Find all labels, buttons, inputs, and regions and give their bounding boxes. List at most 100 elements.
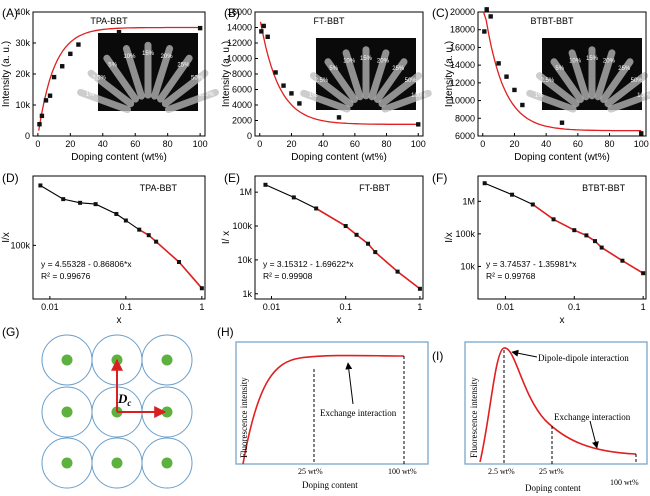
- lattice-dot: [61, 354, 73, 366]
- fit-equation: y = 3.15312 - 1.69622*x: [263, 259, 354, 269]
- fit-line: [315, 207, 421, 290]
- data-point: [176, 260, 181, 265]
- inset-label: 1%: [86, 92, 95, 98]
- y-tick-label: 20000: [450, 7, 475, 17]
- inset-label: 100%: [411, 93, 427, 99]
- data-point: [641, 271, 646, 276]
- axes-frame: [477, 11, 647, 137]
- y-tick-label: 100k: [232, 221, 252, 231]
- inset-vial: [604, 72, 649, 108]
- inset-label: 5%: [329, 66, 338, 72]
- y-tick-label: 14000: [227, 23, 252, 33]
- y-axis-label: I/x: [1, 232, 12, 243]
- inset-vial: [568, 49, 590, 101]
- data-point: [530, 202, 535, 207]
- data-point: [484, 7, 489, 12]
- inset-label: 100%: [637, 93, 650, 99]
- i-arrow-top: [511, 349, 538, 358]
- inset-vial: [535, 72, 580, 108]
- y-axis-label: I/x: [444, 232, 455, 243]
- inset-label: 2.5%: [541, 78, 555, 84]
- inset-vial: [165, 88, 219, 114]
- inset-label: 5%: [555, 66, 564, 72]
- inset-label: 10%: [123, 54, 136, 60]
- data-point: [261, 23, 266, 29]
- i-annotation-bottom: Exchange interaction: [554, 412, 631, 422]
- inset-vial: [309, 72, 354, 108]
- y-tick-label: 100k: [10, 240, 30, 250]
- y-axis-label: Intensity (a. u.): [1, 41, 12, 107]
- data-point: [154, 239, 159, 244]
- fit-line: [532, 203, 644, 274]
- data-point: [37, 122, 42, 127]
- data-point: [137, 227, 142, 232]
- data-point: [263, 182, 268, 187]
- data-point: [43, 98, 49, 103]
- inset-vial: [122, 45, 145, 100]
- chart-panel-1: (A) 1% 2.5% 5% 10% 15% 20%25% 50% 100% 0 20 40 60 80 1…: [1, 6, 219, 163]
- chart-panel-5: (E) 0.01 0.1 1 1k 10k 100k 1M x I/ x FT-BBT y = 3.1…: [221, 171, 424, 326]
- x-tick-label: 20: [509, 139, 519, 149]
- axes-frame: [254, 175, 424, 300]
- chart-title: BTBT-BBT: [582, 183, 626, 193]
- data-point: [78, 200, 83, 205]
- x-tick-label: 40: [318, 139, 328, 149]
- i-arrow-bottom: [589, 420, 599, 449]
- data-point: [366, 241, 371, 246]
- data-point: [496, 61, 501, 66]
- inset-label: 15%: [586, 56, 599, 62]
- axes-frame: [32, 175, 206, 300]
- inset-label: 1%: [535, 93, 544, 99]
- inset-vial: [157, 54, 193, 103]
- lattice-dot: [61, 457, 73, 469]
- data-point: [639, 131, 644, 136]
- data-point: [336, 115, 342, 120]
- panel-label: (C): [432, 6, 449, 20]
- panel-label: (E): [224, 171, 240, 185]
- inset-label: 2.5%: [92, 75, 106, 81]
- data-point: [297, 101, 302, 106]
- y-tick-label: 6000: [455, 131, 475, 141]
- data-point: [146, 233, 151, 238]
- fit-line: [138, 229, 203, 289]
- y-tick-label: 40k: [15, 7, 30, 17]
- chart-panel-6: (F) 0.01 0.1 1 10k 100k 1M x I/x BTBT-BBT y = 3.74…: [432, 171, 647, 326]
- axes-frame: [477, 175, 647, 300]
- panel-i-schematic: (I) Dipole-dipole interaction Exchange i…: [432, 341, 648, 493]
- y-tick-label: 20k: [15, 69, 30, 79]
- fit-curve: [38, 26, 201, 131]
- inset-vial: [381, 89, 432, 113]
- data-point: [51, 74, 57, 80]
- inset-label: 50%: [631, 78, 644, 84]
- fit-curve: [259, 21, 419, 126]
- fit-equation: y = 4.55328 - 0.86806*x: [41, 259, 132, 269]
- y-tick-label: 6000: [232, 85, 252, 95]
- y-tick-label: 8000: [455, 113, 475, 123]
- x-tick-label: 1: [641, 302, 646, 312]
- data-point: [39, 113, 45, 119]
- inset-photo: 1% 2.5%5% 10% 15% 20%25%50% 100%: [300, 38, 432, 113]
- y-axis-label: Intensity (a. u.): [221, 41, 232, 107]
- x-tick-label: 40: [541, 139, 551, 149]
- panel-label: (B): [224, 6, 240, 20]
- y-tick-label: 16000: [227, 7, 252, 17]
- inset-label: 5%: [108, 62, 117, 68]
- data-point: [416, 122, 421, 127]
- inset-photo: 1% 2.5%5% 10% 15% 20%25%50% 100%: [526, 38, 650, 113]
- x-tick-label: 0: [35, 139, 40, 149]
- y-tick-label: 10k: [460, 261, 475, 271]
- h-xlabel: Doping content: [302, 480, 358, 490]
- y-tick-label: 30k: [15, 38, 30, 48]
- panel-h-schematic: (H) Exchange interaction 25 wt% 100 wt% …: [217, 325, 429, 490]
- x-tick-label: 100: [193, 139, 208, 149]
- inset-vial: [151, 45, 174, 100]
- lattice-dot: [111, 457, 123, 469]
- panel-label-h: (H): [217, 325, 234, 339]
- inset-vial: [374, 58, 408, 103]
- x-tick-label: 0.1: [120, 302, 133, 312]
- data-point: [584, 233, 589, 238]
- fit-curve: [482, 11, 642, 132]
- data-point: [572, 228, 577, 233]
- data-point: [343, 224, 348, 229]
- inset-label: 15%: [360, 56, 373, 62]
